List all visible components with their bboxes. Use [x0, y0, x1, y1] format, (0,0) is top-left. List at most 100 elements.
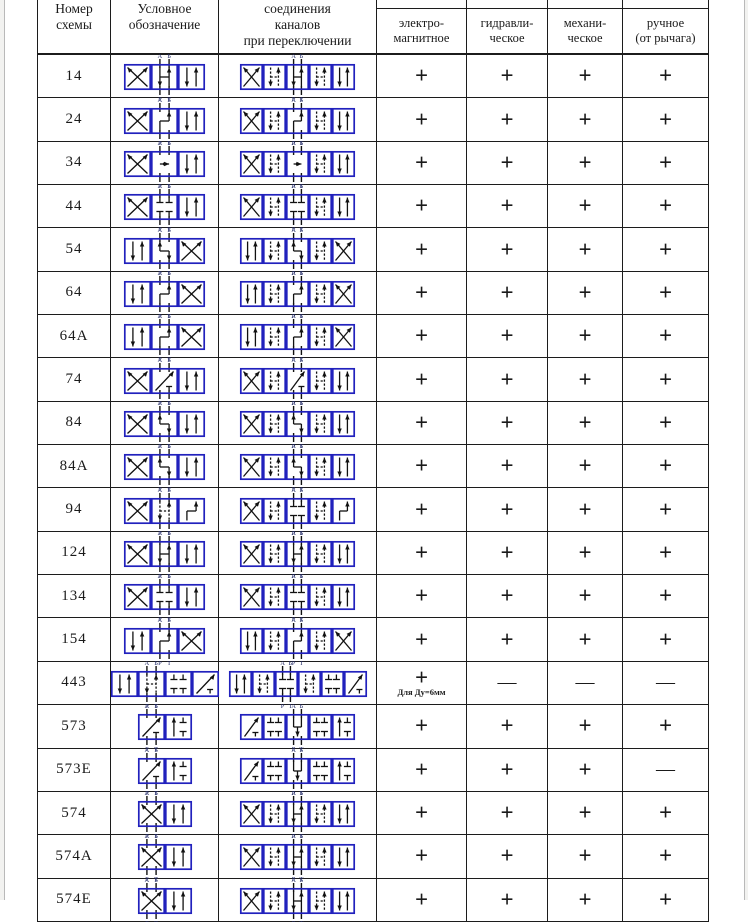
availability-mark: + [500, 453, 514, 479]
port-label: Т [167, 660, 171, 667]
port-label: Т [154, 876, 158, 883]
availability-cell: + [548, 271, 623, 315]
header-manual: ручное (от рычага) [623, 0, 709, 53]
port-label: Т [167, 400, 171, 407]
port-label: Б [288, 660, 292, 667]
availability-mark: + [658, 323, 673, 349]
port-label: А [291, 747, 296, 754]
availability-mark: + [500, 539, 514, 565]
availability-cell: + [467, 185, 548, 228]
port-label: А [158, 53, 163, 60]
table-row: 54 А Б Р Т А Б Р Т + + + + [38, 227, 709, 277]
port-label: Р [158, 270, 162, 277]
availability-mark: + [414, 279, 429, 305]
availability-mark: + [500, 756, 514, 782]
scheme-number-cell: 44 [38, 185, 111, 228]
availability-cell: + [548, 358, 623, 401]
header-mechanical: механи- ческое [548, 0, 623, 53]
port-label: Р [292, 573, 296, 580]
availability-cell: + [548, 55, 623, 98]
availability-mark: + [414, 236, 429, 262]
port-label: Б [300, 400, 304, 407]
port-label: Р [292, 400, 296, 407]
availability-mark: — [575, 671, 595, 693]
scheme-number-cell: 573 [38, 705, 111, 748]
scheme-number-cell: 443 [38, 661, 111, 705]
port-label: Т [288, 703, 292, 710]
port-label: А [158, 183, 163, 190]
availability-cell: + [467, 141, 548, 185]
availability-mark: + [414, 409, 429, 435]
scheme-number-cell: 94 [38, 488, 111, 531]
availability-mark: + [658, 583, 673, 609]
availability-mark: + [500, 409, 514, 435]
availability-mark: + [658, 453, 673, 479]
port-label: Т [299, 746, 303, 753]
availability-cell: + [377, 575, 467, 618]
port-label: Б [167, 400, 171, 407]
port-label: Б [154, 660, 158, 667]
port-label: Р [158, 660, 162, 667]
scheme-number-cell: 573Е [38, 748, 111, 791]
availability-cell: + [548, 575, 623, 618]
availability-mark: + [578, 800, 592, 826]
scheme-number-cell: 24 [38, 98, 111, 141]
availability-cell: + [548, 531, 623, 575]
port-label: Т [154, 790, 158, 797]
availability-mark: + [414, 843, 429, 869]
port-label: Б [167, 227, 171, 234]
availability-mark: + [578, 583, 592, 609]
availability-mark: + [658, 496, 673, 522]
port-label: Т [167, 486, 171, 493]
availability-mark: + [658, 843, 673, 869]
port-label: Т [299, 530, 303, 537]
availability-cell: — [623, 661, 709, 705]
availability-cell: + [467, 488, 548, 531]
availability-mark: + [578, 236, 592, 262]
availability-mark: + [500, 843, 514, 869]
availability-cell: + [548, 791, 623, 835]
port-label: А [291, 703, 296, 710]
scheme-number: 574 [61, 804, 87, 821]
availability-cell: + [623, 98, 709, 141]
scheme-number: 84А [59, 457, 89, 474]
port-label: Р [158, 226, 162, 233]
port-label: Б [300, 790, 304, 797]
availability-cell: + [548, 315, 623, 358]
availability-cell: + [623, 488, 709, 531]
scheme-number: 573 [61, 717, 87, 734]
availability-cell: + [467, 445, 548, 488]
availability-cell: + [548, 228, 623, 271]
port-label: А [291, 357, 296, 364]
port-label: Б [154, 747, 158, 754]
port-label: Р [292, 140, 296, 147]
availability-cell: + [548, 618, 623, 661]
port-label: Б [300, 703, 304, 710]
availability-mark: + [500, 193, 514, 219]
availability-cell: + [467, 835, 548, 878]
port-label: А [158, 357, 163, 364]
scheme-number-cell: 54 [38, 228, 111, 271]
scheme-number: 64А [59, 327, 89, 344]
port-label: Т [167, 96, 171, 103]
scheme-number-cell: 574 [38, 791, 111, 835]
